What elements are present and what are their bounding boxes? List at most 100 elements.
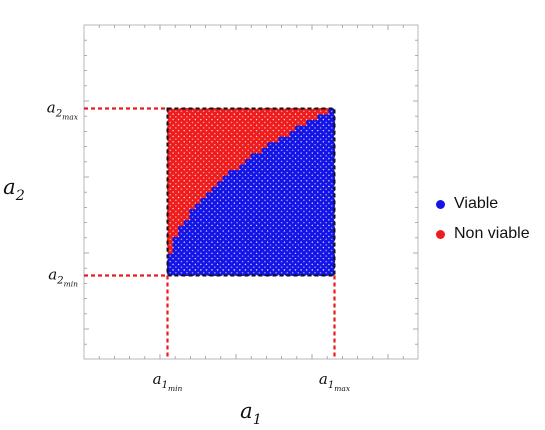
point-highlight	[297, 244, 300, 246]
point-highlight	[280, 160, 283, 163]
point-highlight	[214, 177, 216, 179]
point-highlight	[247, 160, 250, 163]
point-highlight	[180, 182, 183, 185]
point-highlight	[230, 255, 233, 257]
point-highlight	[230, 110, 233, 113]
point-highlight	[297, 193, 300, 196]
point-highlight	[236, 121, 238, 124]
point-highlight	[225, 116, 227, 118]
point-highlight	[241, 160, 244, 163]
point-highlight	[269, 271, 272, 274]
point-highlight	[247, 166, 250, 168]
point-highlight	[286, 182, 288, 185]
point-highlight	[225, 155, 227, 157]
point-highlight	[241, 188, 244, 191]
point-highlight	[219, 193, 222, 196]
point-highlight	[180, 266, 183, 268]
point-highlight	[186, 127, 188, 129]
point-highlight	[230, 171, 233, 174]
point-highlight	[230, 182, 233, 185]
point-highlight	[180, 205, 183, 207]
point-highlight	[191, 227, 194, 229]
point-highlight	[269, 110, 272, 113]
point-highlight	[247, 143, 250, 146]
point-highlight	[208, 149, 211, 152]
point-highlight	[186, 199, 188, 202]
point-highlight	[291, 121, 294, 124]
point-highlight	[236, 160, 238, 163]
point-highlight	[197, 188, 199, 191]
point-highlight	[264, 266, 266, 268]
point-highlight	[241, 138, 244, 140]
point-highlight	[275, 266, 277, 268]
point-highlight	[314, 216, 316, 218]
point-highlight	[186, 210, 188, 213]
point-highlight	[252, 116, 255, 118]
point-highlight	[186, 155, 188, 157]
point-highlight	[264, 255, 266, 257]
point-highlight	[197, 260, 199, 263]
point-highlight	[269, 210, 272, 213]
point-highlight	[319, 149, 322, 152]
point-highlight	[280, 177, 283, 179]
x-tick-label-min: a1min	[153, 370, 183, 393]
point-highlight	[175, 132, 177, 135]
point-highlight	[252, 132, 255, 135]
point-highlight	[258, 199, 261, 202]
point-highlight	[303, 188, 305, 191]
point-highlight	[169, 188, 172, 191]
range-guides	[84, 107, 336, 359]
point-highlight	[280, 182, 283, 185]
point-highlight	[214, 143, 216, 146]
point-highlight	[241, 227, 244, 229]
point-highlight	[252, 210, 255, 213]
point-highlight	[247, 188, 250, 191]
point-highlight	[208, 182, 211, 185]
point-highlight	[258, 171, 261, 174]
point-highlight	[236, 266, 238, 268]
point-highlight	[186, 182, 188, 185]
point-highlight	[319, 227, 322, 229]
point-highlight	[264, 171, 266, 174]
point-highlight	[175, 255, 177, 257]
point-highlight	[208, 221, 211, 224]
point-highlight	[286, 149, 288, 152]
point-highlight	[325, 121, 327, 124]
point-highlight	[269, 244, 272, 246]
point-highlight	[241, 110, 244, 113]
point-highlight	[247, 155, 250, 157]
point-highlight	[186, 149, 188, 152]
point-highlight	[291, 232, 294, 235]
point-highlight	[180, 110, 183, 113]
point-highlight	[175, 116, 177, 118]
point-highlight	[247, 121, 250, 124]
point-highlight	[247, 199, 250, 202]
point-highlight	[208, 177, 211, 179]
point-highlight	[202, 199, 205, 202]
point-highlight	[180, 221, 183, 224]
point-highlight	[264, 121, 266, 124]
point-highlight	[275, 171, 277, 174]
point-highlight	[180, 121, 183, 124]
point-highlight	[303, 210, 305, 213]
point-highlight	[202, 238, 205, 241]
point-highlight	[214, 121, 216, 124]
point-highlight	[202, 143, 205, 146]
point-highlight	[303, 232, 305, 235]
point-highlight	[297, 271, 300, 274]
point-highlight	[308, 149, 311, 152]
point-highlight	[264, 177, 266, 179]
point-highlight	[247, 149, 250, 152]
point-highlight	[230, 238, 233, 241]
point-highlight	[330, 166, 333, 168]
point-highlight	[319, 232, 322, 235]
point-highlight	[169, 232, 172, 235]
point-highlight	[197, 116, 199, 118]
point-highlight	[303, 182, 305, 185]
point-highlight	[286, 166, 288, 168]
point-highlight	[180, 193, 183, 196]
point-highlight	[208, 193, 211, 196]
point-highlight	[286, 255, 288, 257]
point-highlight	[252, 110, 255, 113]
